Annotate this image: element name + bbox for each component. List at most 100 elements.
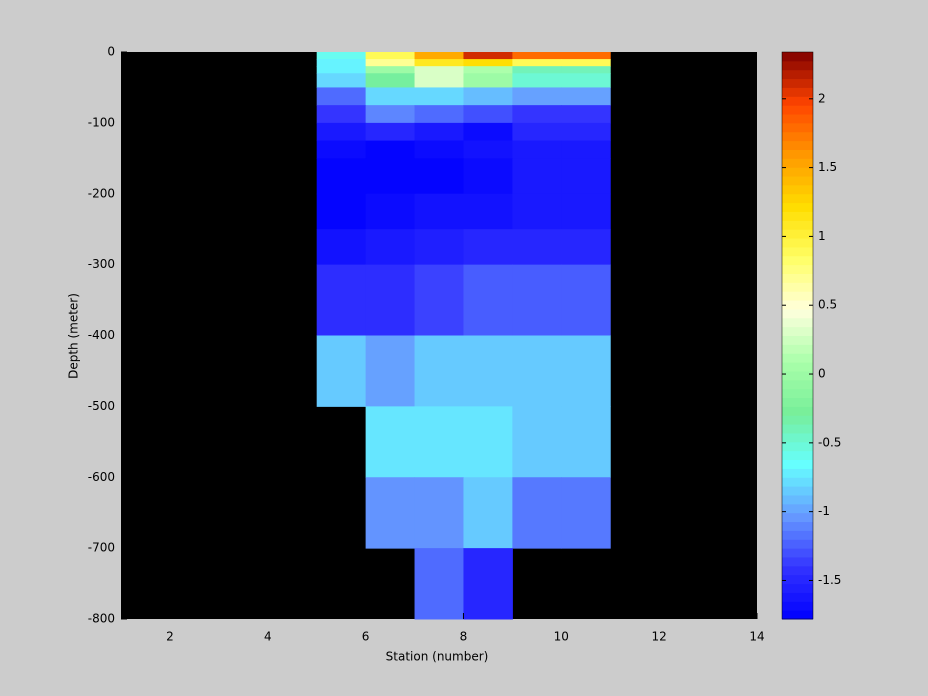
y-tick-label: -600: [88, 470, 115, 484]
heat-cell: [316, 59, 367, 67]
heat-cell: [365, 73, 416, 88]
heat-cell: [561, 87, 611, 106]
heat-cell: [463, 59, 513, 67]
colorbar-swatch: [782, 388, 813, 399]
heat-cell: [365, 122, 416, 142]
x-tick-label: 2: [166, 630, 174, 644]
heat-cell: [316, 52, 367, 60]
heat-cell: [561, 140, 611, 159]
heat-cell: [512, 140, 562, 159]
heat-cell: [365, 59, 416, 67]
heat-cell: [463, 477, 513, 549]
heat-cell: [561, 59, 611, 67]
heat-cell: [414, 158, 464, 195]
colorbar-swatch: [782, 521, 813, 531]
colorbar-swatch: [782, 592, 813, 602]
heat-cell: [414, 406, 464, 478]
colorbar-swatch: [782, 264, 813, 274]
heat-cell: [561, 477, 611, 549]
colorbar-swatch: [782, 335, 813, 345]
colorbar-swatch: [782, 167, 813, 177]
heat-cell: [316, 73, 367, 88]
colorbar-swatch: [782, 238, 813, 248]
heat-cell: [414, 122, 464, 142]
heat-cell: [365, 52, 416, 60]
heat-cell: [316, 122, 367, 142]
colorbar-swatch: [782, 176, 813, 186]
colorbar-swatch: [782, 530, 813, 540]
colorbar-swatch: [782, 503, 813, 514]
heat-cell: [365, 193, 416, 230]
y-tick-label: -800: [88, 612, 115, 626]
heat-cell: [561, 52, 611, 60]
heat-cell: [561, 229, 611, 266]
colorbar-swatch: [782, 362, 813, 372]
heat-cell: [512, 158, 562, 195]
colorbar-swatch: [782, 87, 813, 97]
heat-cell: [316, 140, 367, 159]
colorbar-swatch: [782, 96, 813, 106]
colorbar-swatch: [782, 583, 813, 593]
colorbar-swatch: [782, 548, 813, 558]
heat-cell: [463, 52, 513, 60]
colorbar-swatch: [782, 220, 813, 230]
heat-cell: [365, 477, 416, 549]
heat-cell: [316, 105, 367, 124]
heat-cell: [512, 335, 562, 407]
heat-cell: [512, 477, 562, 549]
colorbar-swatch: [782, 273, 813, 283]
colorbar-swatch: [782, 353, 813, 363]
heat-cell: [561, 264, 611, 336]
heat-cell: [414, 140, 464, 159]
y-tick-label: 0: [107, 45, 115, 59]
heat-cell: [414, 229, 464, 266]
colorbar-swatch: [782, 246, 813, 257]
colorbar-swatch: [782, 149, 813, 159]
colorbar-swatch: [782, 565, 813, 576]
colorbar-swatch: [782, 379, 813, 390]
heat-cell: [316, 158, 367, 195]
heat-cell: [463, 66, 513, 74]
y-tick-label: -500: [88, 399, 115, 413]
heat-cell: [512, 59, 562, 67]
colorbar-swatch: [782, 193, 813, 204]
heat-cell: [316, 229, 367, 266]
heat-cell: [414, 73, 464, 88]
heat-cell: [365, 406, 416, 478]
colorbar-swatch: [782, 610, 813, 620]
heat-cell: [512, 229, 562, 266]
colorbar-swatch: [782, 477, 813, 487]
colorbar-tick-label: -0.5: [818, 435, 841, 449]
heat-cell: [463, 73, 513, 88]
colorbar-tick-label: 2: [818, 91, 826, 105]
colorbar-tick-label: 0.5: [818, 298, 837, 312]
x-tick-label: 6: [362, 630, 370, 644]
heat-cell: [561, 158, 611, 195]
heat-cell: [316, 335, 367, 407]
x-tick-label: 8: [460, 630, 468, 644]
x-axis-label: Station (number): [386, 650, 489, 664]
colorbar-swatch: [782, 282, 813, 292]
heat-cell: [365, 158, 416, 195]
x-tick-label: 12: [652, 630, 667, 644]
x-tick-label: 10: [554, 630, 569, 644]
colorbar-swatch: [782, 486, 813, 496]
heat-cell: [561, 335, 611, 407]
heat-cell: [561, 406, 611, 478]
colorbar-swatch: [782, 459, 813, 469]
heat-cell: [561, 193, 611, 230]
colorbar-frame: [781, 51, 814, 620]
colorbar-swatch: [782, 202, 813, 212]
y-tick-label: -700: [88, 541, 115, 555]
heat-cell: [463, 229, 513, 266]
heat-cell: [463, 193, 513, 230]
heat-cell: [365, 105, 416, 124]
colorbar-swatch: [782, 114, 813, 124]
heat-cell: [365, 66, 416, 74]
colorbar-swatch: [782, 539, 813, 549]
x-tick-label: 14: [749, 630, 764, 644]
heat-cell: [512, 105, 562, 124]
heat-cell: [512, 87, 562, 106]
heat-cell: [365, 229, 416, 266]
colorbar-swatch: [782, 105, 813, 115]
